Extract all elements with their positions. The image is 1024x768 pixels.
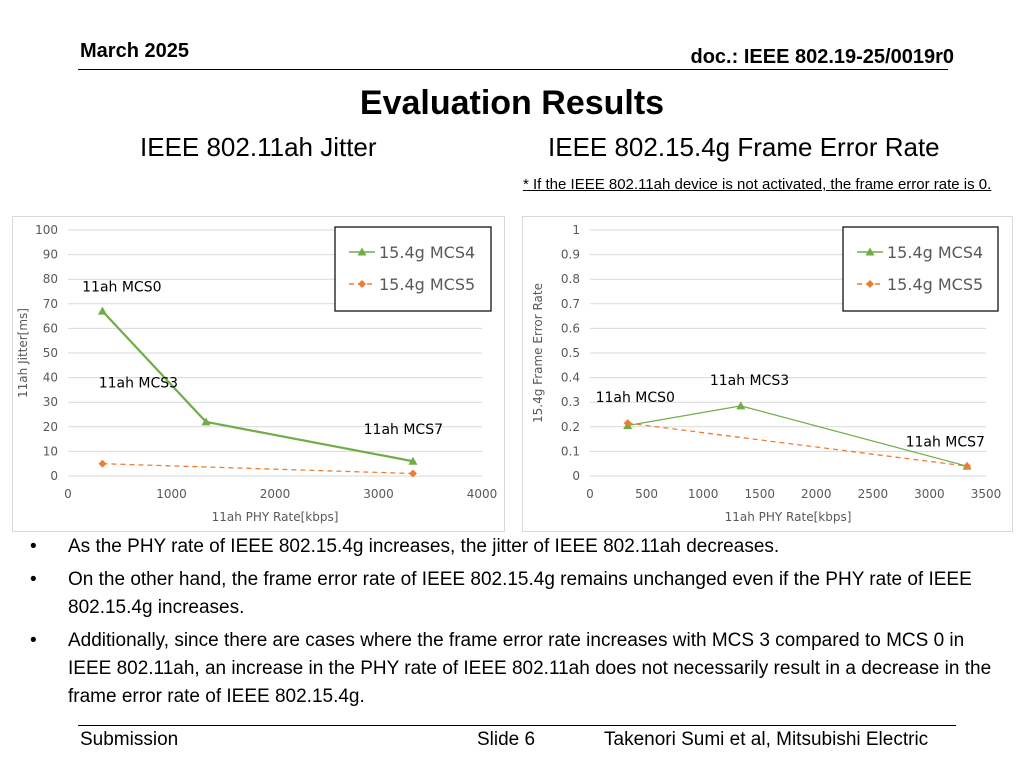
x-tick-label: 1000 (688, 487, 719, 501)
x-tick-label: 2000 (260, 487, 291, 501)
y-tick-label: 0.1 (561, 444, 580, 458)
bullet-text: Additionally, since there are cases wher… (68, 630, 992, 707)
legend-marker (865, 247, 875, 256)
bullet-item: • Additionally, since there are cases wh… (30, 627, 1000, 711)
bullet-text: As the PHY rate of IEEE 802.15.4g increa… (68, 536, 780, 557)
y-tick-label: 30 (43, 395, 58, 409)
y-tick-label: 0.3 (561, 395, 580, 409)
y-tick-label: 20 (43, 420, 58, 434)
x-tick-label: 3000 (914, 487, 945, 501)
y-tick-label: 0 (572, 469, 580, 483)
x-axis-title: 11ah PHY Rate[kbps] (725, 510, 852, 524)
legend-entry: 15.4g MCS4 (379, 243, 475, 262)
footer-divider (78, 725, 956, 726)
data-point-marker (97, 306, 107, 315)
footer-slide-number: Slide 6 (477, 729, 536, 750)
data-label: 11ah MCS7 (906, 434, 985, 450)
bullet-marker: • (30, 536, 37, 557)
legend-marker (358, 280, 366, 288)
y-axis-title: 15.4g Frame Error Rate (531, 283, 545, 423)
data-label: 11ah MCS7 (364, 422, 443, 438)
slide-title: Evaluation Results (359, 84, 665, 122)
series-line (102, 463, 413, 475)
fer-chart-heading: IEEE 802.15.4g Frame Error Rate (548, 132, 940, 162)
jitter-chart: 0 10 20 30 40 50 60 70 80 90 100 0 1000 2000 3000 4000 1… (12, 216, 505, 532)
y-tick-label: 1 (572, 223, 580, 237)
bullet-item: • As the PHY rate of IEEE 802.15.4g incr… (30, 533, 1000, 561)
y-tick-label: 50 (43, 346, 58, 360)
data-point-marker (201, 417, 211, 426)
legend-box (334, 226, 492, 312)
y-tick-label: 40 (43, 371, 58, 385)
bullet-marker: • (30, 630, 37, 651)
x-tick-label: 1500 (744, 487, 775, 501)
data-label: 11ah MCS0 (82, 280, 161, 296)
x-tick-label: 1000 (156, 487, 187, 501)
data-point-marker (408, 456, 418, 465)
y-axis-title: 11ah Jitter[ms] (16, 308, 30, 398)
y-tick-label: 0.5 (561, 346, 580, 360)
jitter-chart-heading: IEEE 802.11ah Jitter (140, 132, 377, 162)
y-tick-label: 0 (50, 469, 58, 483)
header-doc-id: doc.: IEEE 802.19-25/0019r0 (690, 46, 955, 68)
legend-box (842, 226, 999, 312)
bullet-list: • As the PHY rate of IEEE 802.15.4g incr… (30, 533, 1000, 716)
x-tick-label: 0 (64, 487, 72, 501)
y-tick-label: 0.7 (561, 297, 580, 311)
legend-entry: 15.4g MCS5 (887, 275, 983, 294)
x-tick-label: 3000 (363, 487, 394, 501)
y-tick-label: 10 (43, 444, 58, 458)
bullet-text: On the other hand, the frame error rate … (68, 569, 972, 618)
y-tick-label: 80 (43, 272, 58, 286)
bullet-marker: • (30, 569, 37, 590)
fer-chart: 0 0.1 0.2 0.3 0.4 0.5 0.6 0.7 0.8 0.9 1 0 500 1000 150… (522, 216, 1013, 532)
y-tick-label: 70 (43, 297, 58, 311)
data-label: 11ah MCS3 (710, 373, 789, 389)
data-point-marker (963, 462, 972, 471)
bullet-item: • On the other hand, the frame error rat… (30, 566, 1000, 622)
x-tick-label: 0 (586, 487, 594, 501)
header-date: March 2025 (80, 40, 189, 62)
fer-footnote: * If the IEEE 802.11ah device is not act… (523, 176, 992, 193)
y-tick-label: 0.2 (561, 420, 580, 434)
x-axis-title: 11ah PHY Rate[kbps] (212, 510, 339, 524)
data-label: 11ah MCS3 (99, 375, 178, 391)
data-point-marker (736, 401, 746, 410)
legend-entry: 15.4g MCS4 (887, 243, 983, 262)
y-tick-label: 60 (43, 321, 58, 335)
footer-author: Takenori Sumi et al, Mitsubishi Electric (604, 729, 929, 750)
legend-marker (357, 247, 367, 256)
y-tick-label: 0.9 (561, 248, 580, 262)
x-tick-label: 2000 (801, 487, 832, 501)
y-tick-label: 0.6 (561, 321, 580, 335)
legend-entry: 15.4g MCS5 (379, 275, 475, 294)
y-tick-label: 90 (43, 248, 58, 262)
y-tick-label: 0.8 (561, 272, 580, 286)
legend-marker (866, 280, 874, 288)
header-divider (78, 69, 948, 70)
data-point-marker (623, 419, 632, 428)
footer-submission: Submission (80, 729, 179, 750)
x-tick-label: 3500 (971, 487, 1002, 501)
x-tick-label: 4000 (467, 487, 498, 501)
y-tick-label: 100 (35, 223, 58, 237)
x-tick-label: 2500 (858, 487, 889, 501)
data-label: 11ah MCS0 (596, 390, 675, 406)
series-line (627, 422, 968, 467)
data-point-marker (98, 459, 107, 468)
x-tick-label: 500 (635, 487, 658, 501)
y-tick-label: 0.4 (561, 371, 580, 385)
data-point-marker (408, 469, 417, 478)
fer-chart-svg: 0 0.1 0.2 0.3 0.4 0.5 0.6 0.7 0.8 0.9 1 0 500 1000 150… (531, 223, 1002, 524)
